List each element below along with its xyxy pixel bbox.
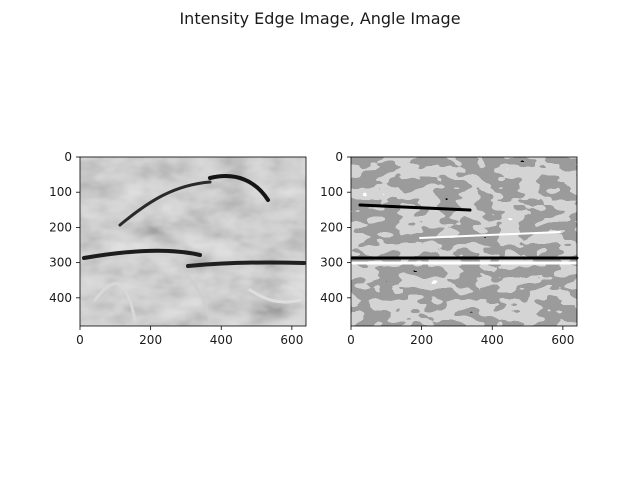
angle-x-axis: 0 200 400 600 <box>347 326 574 347</box>
angle-image <box>351 157 577 326</box>
intensity-edge-frame <box>79 156 307 327</box>
x-tick-label: 400 <box>210 333 233 347</box>
y-tick-label: 200 <box>320 220 343 234</box>
x-tick-label: 0 <box>347 333 355 347</box>
intensity-edge-panel: 0 200 400 600 0 100 200 300 400 <box>49 150 307 347</box>
intensity-edge-streaks <box>82 174 306 322</box>
x-tick-label: 600 <box>280 333 303 347</box>
x-tick-label: 200 <box>139 333 162 347</box>
angle-frame <box>350 156 578 327</box>
x-tick-label: 600 <box>551 333 574 347</box>
y-tick-label: 100 <box>320 185 343 199</box>
x-tick-label: 200 <box>410 333 433 347</box>
y-tick-label: 400 <box>320 291 343 305</box>
y-tick-label: 100 <box>49 185 72 199</box>
y-tick-label: 0 <box>335 150 343 164</box>
figure-suptitle: Intensity Edge Image, Angle Image <box>179 9 460 28</box>
intensity-edge-x-axis: 0 200 400 600 <box>76 326 303 347</box>
intensity-edge-y-axis: 0 100 200 300 400 <box>49 150 80 305</box>
y-tick-label: 400 <box>49 291 72 305</box>
angle-bands <box>350 203 579 265</box>
y-tick-label: 0 <box>64 150 72 164</box>
y-tick-label: 300 <box>49 256 72 270</box>
angle-y-axis: 0 100 200 300 400 <box>320 150 351 305</box>
x-tick-label: 400 <box>481 333 504 347</box>
y-tick-label: 300 <box>320 256 343 270</box>
x-tick-label: 0 <box>76 333 84 347</box>
angle-panel: 0 200 400 600 0 100 200 300 400 <box>320 150 579 347</box>
y-tick-label: 200 <box>49 220 72 234</box>
